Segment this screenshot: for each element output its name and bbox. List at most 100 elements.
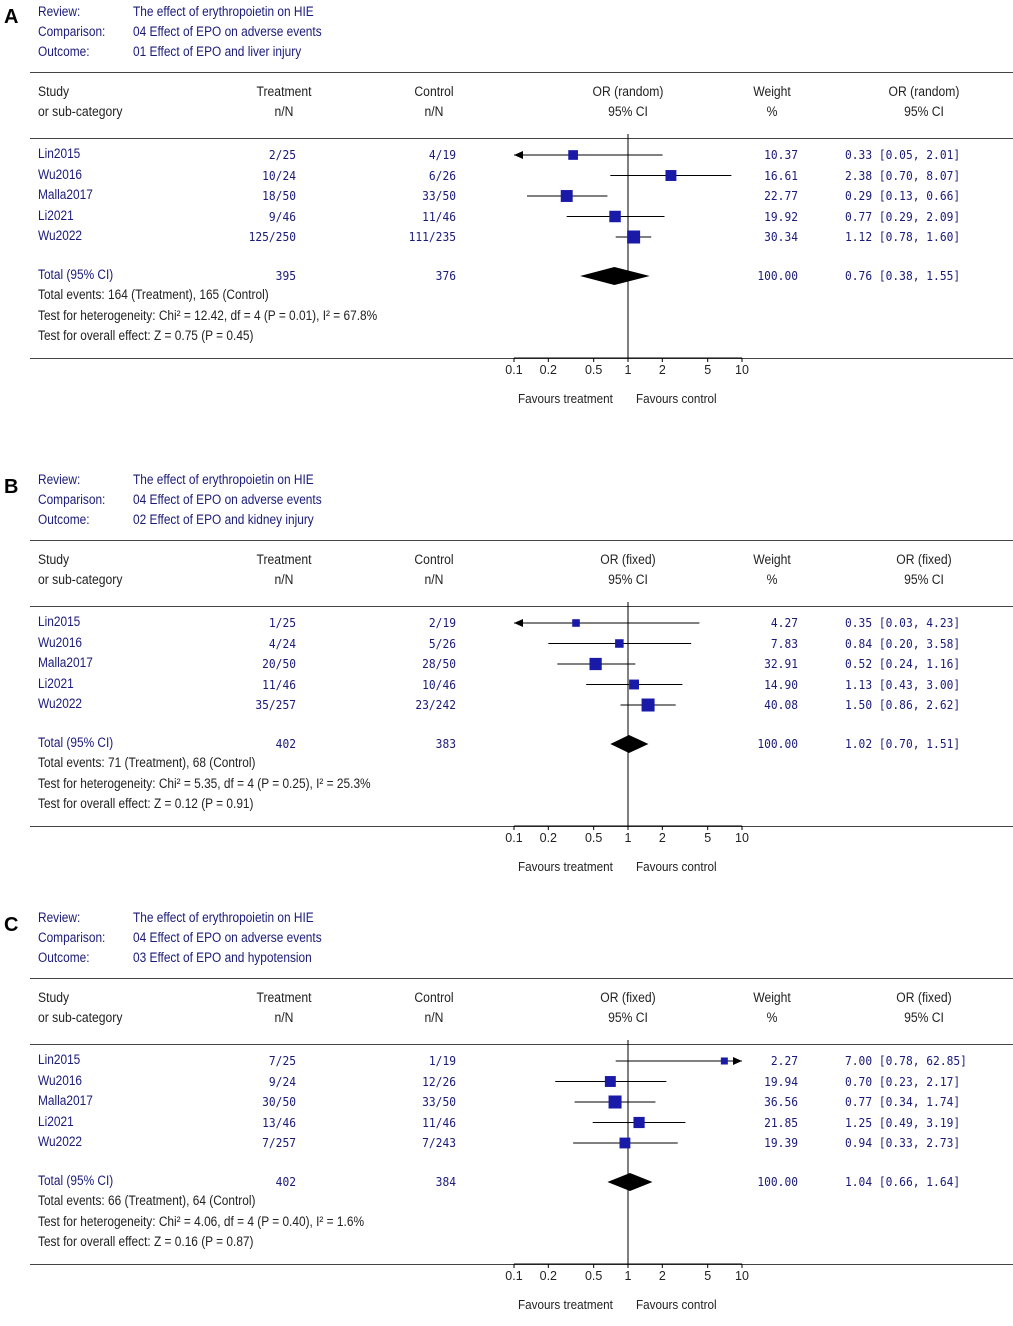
weight-header: Weight xyxy=(753,84,791,99)
study-subheader: or sub-category xyxy=(38,104,123,119)
weight-subheader: % xyxy=(766,1010,778,1025)
outcome-label: Outcome: xyxy=(38,44,90,59)
control-events: 11/46 xyxy=(422,1114,456,1130)
panel-letter: B xyxy=(4,476,19,498)
study-or-ci: 0.77 [0.34, 1.74] xyxy=(845,1094,961,1109)
weight-header: Weight xyxy=(753,552,791,567)
control-events: 7/243 xyxy=(422,1135,456,1150)
total-label: Total (95% CI) xyxy=(38,267,114,282)
study-name: Li2021 xyxy=(38,207,74,223)
control-header: Control xyxy=(414,84,454,99)
header-bottom-rule xyxy=(30,1044,1013,1045)
forest-plot-area xyxy=(513,602,743,830)
treatment-events: 35/257 xyxy=(255,697,296,712)
or-right-ci-subheader: 95% CI xyxy=(904,572,944,587)
x-tick-label: 1 xyxy=(624,831,632,845)
study-marker xyxy=(604,1076,616,1087)
header-top-rule xyxy=(30,72,1013,73)
or-header: OR (fixed) xyxy=(600,990,656,1005)
treatment-subheader: n/N xyxy=(274,1010,294,1025)
study-or-ci: 1.13 [0.43, 3.00] xyxy=(845,676,961,692)
review-value: The effect of erythropoietin on HIE xyxy=(133,472,314,487)
study-weight: 30.34 xyxy=(764,229,798,244)
study-weight: 22.77 xyxy=(764,188,798,203)
comparison-label: Comparison: xyxy=(38,24,106,39)
study-marker xyxy=(572,619,580,627)
study-name: Malla2017 xyxy=(38,187,93,202)
study-or-ci: 7.00 [0.78, 62.85] xyxy=(845,1053,967,1068)
study-or-ci: 0.29 [0.13, 0.66] xyxy=(845,188,961,203)
or-header: OR (fixed) xyxy=(600,552,656,567)
forest-panel-a: A Review: The effect of erythropoietin on … xyxy=(0,0,1013,420)
summary-stat: Test for overall effect: Z = 0.75 (P = 0… xyxy=(38,328,254,343)
review-value: The effect of erythropoietin on HIE xyxy=(133,4,314,19)
x-tick-label: 0.5 xyxy=(584,831,603,845)
study-marker xyxy=(589,657,602,671)
study-or-ci: 0.94 [0.33, 2.73] xyxy=(845,1135,961,1150)
summary-stat: Total events: 71 (Treatment), 68 (Contro… xyxy=(38,755,256,770)
summary-stat: Test for overall effect: Z = 0.16 (P = 0… xyxy=(38,1234,254,1249)
study-or-ci: 1.12 [0.78, 1.60] xyxy=(845,229,961,244)
study-header: Study xyxy=(38,990,70,1005)
x-tick-label: 0.1 xyxy=(505,1269,523,1283)
treatment-events: 9/24 xyxy=(268,1073,296,1089)
study-marker xyxy=(633,1116,645,1129)
study-marker xyxy=(629,679,639,690)
treatment-subheader: n/N xyxy=(274,104,294,119)
total-control: 383 xyxy=(435,736,456,751)
study-name: Wu2022 xyxy=(38,1134,83,1149)
total-control: 384 xyxy=(435,1174,456,1189)
study-weight: 21.85 xyxy=(764,1114,798,1130)
forest-plot-area xyxy=(513,1040,743,1268)
x-tick-label: 0.1 xyxy=(505,363,523,377)
treatment-events: 20/50 xyxy=(262,656,296,671)
control-events: 33/50 xyxy=(422,188,456,203)
study-or-ci: 0.35 [0.03, 4.23] xyxy=(845,615,961,630)
or-right-header: OR (fixed) xyxy=(896,552,952,567)
or-ci-subheader: 95% CI xyxy=(608,572,648,587)
treatment-header: Treatment xyxy=(256,990,312,1005)
study-name: Malla2017 xyxy=(38,1093,93,1108)
study-marker xyxy=(609,210,621,223)
x-tick-label: 1 xyxy=(624,363,632,377)
study-marker xyxy=(560,190,573,202)
header-bottom-rule xyxy=(30,606,1013,607)
outcome-value: 02 Effect of EPO and kidney injury xyxy=(133,512,314,527)
favours-control-label: Favours control xyxy=(636,859,717,874)
outcome-label: Outcome: xyxy=(38,512,90,527)
x-tick-label: 0.2 xyxy=(539,1269,558,1283)
ci-arrow-left xyxy=(514,619,523,627)
total-or-ci: 1.04 [0.66, 1.64] xyxy=(845,1174,961,1189)
study-or-ci: 1.25 [0.49, 3.19] xyxy=(845,1114,961,1130)
forest-plot-area xyxy=(513,134,743,362)
x-tick-label: 5 xyxy=(704,831,712,845)
forest-panel-c: C Review: The effect of erythropoietin on … xyxy=(0,906,1013,1326)
study-name: Li2021 xyxy=(38,1113,74,1129)
x-tick-label: 10 xyxy=(735,831,749,845)
study-weight: 14.90 xyxy=(764,676,798,692)
review-label: Review: xyxy=(38,4,81,19)
study-subheader: or sub-category xyxy=(38,572,123,587)
study-weight: 19.94 xyxy=(764,1073,798,1089)
x-tick-label: 0.2 xyxy=(539,831,558,845)
favours-treatment-label: Favours treatment xyxy=(518,859,613,874)
study-weight: 4.27 xyxy=(770,615,798,630)
pooled-diamond xyxy=(610,735,649,753)
study-weight: 10.37 xyxy=(764,147,798,162)
study-marker xyxy=(608,1095,622,1109)
study-or-ci: 0.52 [0.24, 1.16] xyxy=(845,656,961,671)
treatment-events: 1/25 xyxy=(268,615,296,630)
study-weight: 40.08 xyxy=(764,697,798,712)
treatment-subheader: n/N xyxy=(274,572,294,587)
x-tick-label: 0.2 xyxy=(539,363,558,377)
summary-stat: Test for overall effect: Z = 0.12 (P = 0… xyxy=(38,796,254,811)
ci-arrow-right xyxy=(733,1057,742,1065)
study-marker xyxy=(720,1057,728,1065)
total-treatment: 402 xyxy=(275,1174,296,1189)
header-top-rule xyxy=(30,978,1013,979)
treatment-events: 125/250 xyxy=(248,229,296,244)
or-right-ci-subheader: 95% CI xyxy=(904,1010,944,1025)
control-events: 23/242 xyxy=(415,697,456,712)
comparison-value: 04 Effect of EPO on adverse events xyxy=(133,930,322,945)
forest-panel-b: B Review: The effect of erythropoietin on … xyxy=(0,468,1013,888)
